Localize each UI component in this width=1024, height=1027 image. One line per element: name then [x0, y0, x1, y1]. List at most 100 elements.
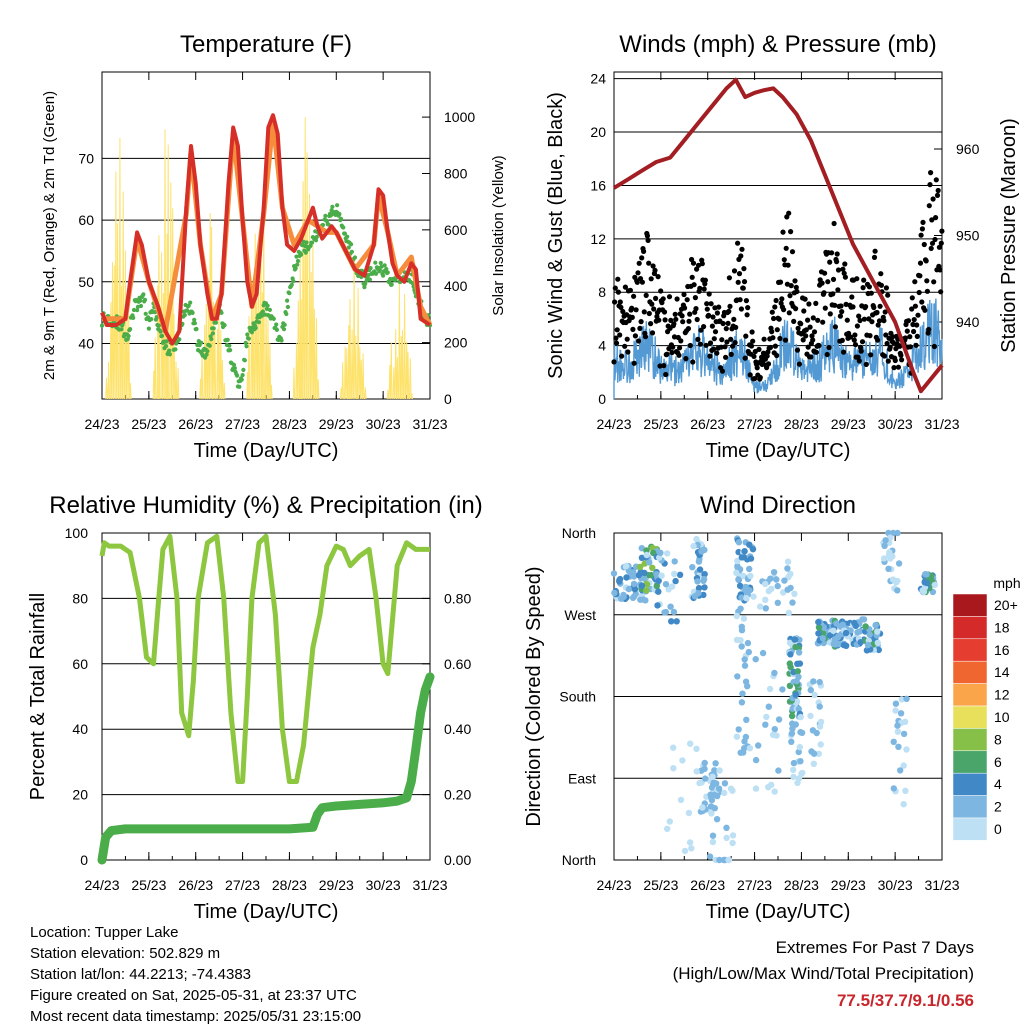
- gust-point: [673, 316, 679, 322]
- direction-point: [698, 548, 705, 555]
- direction-point: [794, 779, 801, 787]
- colorbar-unit-label: mph: [993, 575, 1020, 591]
- gust-point: [919, 299, 925, 305]
- gust-point: [861, 316, 868, 322]
- direction-point: [816, 678, 823, 686]
- direction-point: [762, 596, 769, 603]
- direction-point: [662, 581, 670, 588]
- direction-point: [819, 635, 827, 642]
- gust-point: [816, 343, 822, 349]
- gust-point: [777, 279, 784, 285]
- gust-point: [909, 306, 915, 312]
- direction-ytick-label: North: [562, 525, 596, 541]
- direction-point: [781, 577, 788, 584]
- gust-point: [726, 308, 732, 314]
- gust-point: [690, 260, 697, 266]
- gust-point: [690, 359, 696, 365]
- gust-point: [619, 353, 625, 359]
- direction-point: [646, 559, 653, 566]
- dewpoint-point: [237, 384, 242, 389]
- gust-point: [933, 215, 939, 221]
- gust-point: [771, 315, 777, 322]
- gust-point: [918, 232, 924, 238]
- gust-point: [711, 346, 717, 352]
- gust-point: [723, 354, 729, 360]
- gust-point: [718, 344, 724, 350]
- gust-point: [737, 297, 743, 303]
- gust-point: [711, 336, 717, 342]
- direction-point: [763, 713, 770, 721]
- gust-point: [752, 376, 758, 382]
- direction-point: [620, 591, 627, 599]
- direction-point: [744, 639, 752, 647]
- gust-point: [745, 305, 751, 311]
- gust-point: [783, 245, 789, 251]
- direction-point: [794, 668, 801, 675]
- direction-point: [739, 690, 746, 697]
- gust-point: [883, 332, 889, 338]
- gust-point: [786, 310, 792, 316]
- direction-point: [788, 712, 796, 720]
- direction-point: [670, 765, 677, 772]
- gust-point: [878, 271, 884, 277]
- gust-point: [875, 337, 881, 343]
- direction-point: [672, 577, 679, 585]
- direction-point: [693, 745, 700, 752]
- temp-ytick-right-label: 600: [444, 222, 468, 238]
- gust-point: [634, 279, 640, 285]
- direction-xtick-label: 27/23: [737, 877, 772, 893]
- gust-point: [646, 310, 652, 317]
- gust-point: [639, 255, 645, 261]
- winds-xlabel: Time (Day/UTC): [706, 440, 851, 462]
- direction-point: [792, 636, 799, 643]
- direction-point: [733, 612, 740, 620]
- dewpoint-point: [385, 270, 390, 275]
- dewpoint-point: [293, 266, 298, 271]
- direction-point: [857, 639, 864, 646]
- gust-point: [827, 259, 833, 265]
- gust-point: [788, 283, 794, 289]
- gust-point: [744, 312, 750, 318]
- gust-point: [657, 363, 663, 369]
- direction-point: [713, 816, 721, 823]
- gust-point: [707, 353, 713, 359]
- gust-point: [672, 311, 678, 317]
- relative-humidity-line: [99, 533, 430, 784]
- direction-point: [752, 756, 760, 764]
- gust-point: [697, 341, 704, 347]
- latlon-text: Station lat/lon: 44.2213; -74.4383: [30, 966, 252, 983]
- direction-point: [790, 759, 798, 767]
- dewpoint-point: [240, 373, 245, 378]
- gust-point: [613, 340, 620, 346]
- dewpoint-point: [232, 366, 237, 371]
- dewpoint-point: [142, 297, 148, 302]
- dewpoint-point: [188, 300, 193, 305]
- direction-point: [671, 558, 678, 565]
- gust-point: [651, 306, 657, 312]
- precip-tick-label: 0.80: [444, 590, 471, 606]
- gust-point: [881, 353, 888, 359]
- direction-point: [629, 594, 637, 601]
- temp-ytick-right-label: 0: [444, 391, 452, 407]
- gust-point: [776, 316, 782, 322]
- humidity-xtick-label: 29/23: [319, 877, 354, 893]
- colorbar-swatch: [952, 705, 988, 729]
- elevation-text: Station elevation: 502.829 m: [30, 945, 221, 962]
- gust-point: [689, 274, 695, 280]
- dewpoint-point: [335, 203, 340, 208]
- gust-point: [871, 304, 877, 311]
- dewpoint-point: [299, 252, 304, 257]
- dewpoint-series: [99, 203, 433, 389]
- gust-point: [774, 352, 780, 359]
- gust-point: [770, 335, 776, 341]
- gust-point: [796, 361, 803, 367]
- direction-point: [679, 757, 686, 764]
- direction-point: [625, 585, 633, 593]
- direction-point: [623, 574, 630, 581]
- gust-point: [857, 317, 863, 324]
- direction-point: [817, 741, 824, 748]
- dewpoint-point: [235, 373, 240, 378]
- colorbar-swatch: [952, 683, 988, 707]
- wind-ytick-label: 16: [590, 177, 606, 193]
- direction-point: [641, 569, 648, 577]
